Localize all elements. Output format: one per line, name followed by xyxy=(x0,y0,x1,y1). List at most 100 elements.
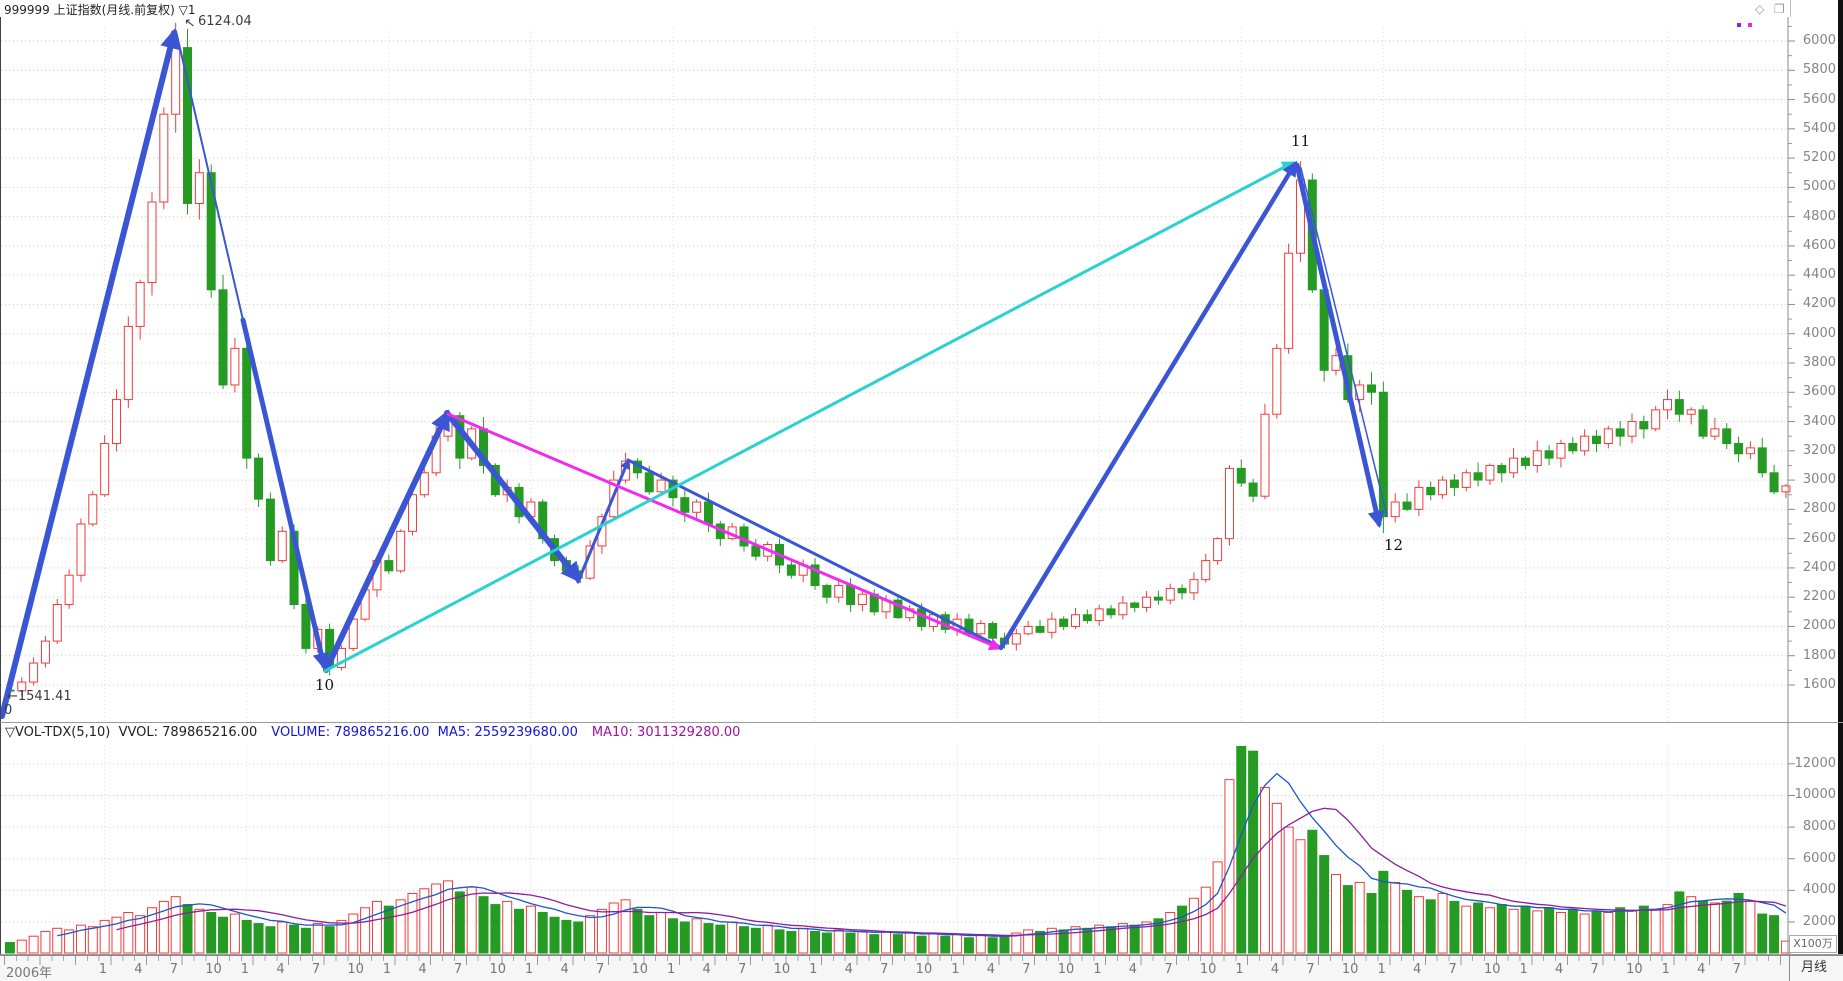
x-axis-month-label: 4 xyxy=(1412,962,1422,977)
x-axis-month-label: 10 xyxy=(489,962,506,977)
price-axis-label: 3400 xyxy=(1802,413,1836,429)
ma10-value: MA10: 3011329280.00 xyxy=(591,725,741,740)
x-axis-month-label: 4 xyxy=(702,962,711,977)
origin-label: 0 xyxy=(4,703,13,718)
x-axis-month-label: 1 xyxy=(667,962,676,977)
x-axis-month-label: 7 xyxy=(1448,962,1457,977)
trendline-blue[interactable] xyxy=(240,317,330,671)
x-axis-month-label: 4 xyxy=(844,962,853,977)
x-axis-month-label: 7 xyxy=(596,962,605,977)
trendline-blue[interactable] xyxy=(444,410,582,584)
x-axis-year-label: 2006年 xyxy=(6,966,53,981)
trendline-blue[interactable] xyxy=(323,409,450,673)
x-axis-month-label: 4 xyxy=(276,962,285,977)
x-axis-month-label: 4 xyxy=(1555,962,1564,977)
x-axis-month-label: 4 xyxy=(1697,962,1706,977)
trendline-blue[interactable] xyxy=(998,160,1298,651)
trendline-blue[interactable] xyxy=(0,28,181,719)
x-axis-month-label: 1 xyxy=(382,962,392,977)
x-axis-month-label: 1 xyxy=(1661,962,1670,977)
peak-price-label: 6124.04 xyxy=(198,14,252,29)
price-axis-label: 4200 xyxy=(1802,296,1836,312)
x-axis-month-label: 10 xyxy=(205,962,222,977)
x-axis-month-label: 7 xyxy=(1732,962,1741,977)
volume-indicator-header[interactable]: ▽VOL-TDX(5,10) VVOL: 789865216.00 VOLUME:… xyxy=(5,725,740,740)
volume-axis-label: 4000 xyxy=(1802,882,1836,898)
trendline-annotations[interactable] xyxy=(0,28,1388,719)
trendline-blue[interactable] xyxy=(576,458,630,584)
price-axis-label: 5200 xyxy=(1802,150,1836,166)
trendline-cyan[interactable] xyxy=(323,161,1295,673)
candlesticks xyxy=(5,22,1791,697)
right-edge-strip xyxy=(1838,0,1843,981)
x-axis-month-label: 1 xyxy=(98,962,107,977)
x-axis-month-label: 7 xyxy=(169,962,179,977)
x-axis-month-label: 10 xyxy=(1057,962,1075,977)
price-axis-label: 5000 xyxy=(1802,179,1836,195)
indicator-dot-magenta xyxy=(1748,23,1752,27)
x-axis-month-label: 4 xyxy=(418,962,427,977)
x-axis-month-label: 7 xyxy=(738,962,747,977)
price-axis-label: 2600 xyxy=(1802,530,1836,546)
price-axis-label: 3200 xyxy=(1802,442,1836,458)
price-axis-label: 3600 xyxy=(1802,384,1836,400)
price-axis-label: 2000 xyxy=(1802,618,1836,634)
diamond-icon[interactable]: ◇ xyxy=(1755,2,1765,16)
price-axis-label: 4400 xyxy=(1802,267,1836,283)
x-axis-month-label: 1 xyxy=(524,962,534,977)
x-axis-month-label: 1 xyxy=(1093,962,1102,977)
x-axis-month-label: 7 xyxy=(880,962,889,977)
volume-axis-label: 8000 xyxy=(1802,819,1836,835)
x-axis-month-label: 7 xyxy=(1022,962,1031,977)
trendline-blue[interactable] xyxy=(1294,162,1385,529)
price-axis-label: 2800 xyxy=(1802,501,1836,517)
x-axis-month-label: 1 xyxy=(951,962,960,977)
indicator-dot-purple xyxy=(1737,23,1741,27)
panel-divider-price-volume[interactable] xyxy=(0,722,1843,723)
price-axis-label: 2400 xyxy=(1802,559,1836,575)
x-axis-month-label: 7 xyxy=(1590,962,1599,977)
plot-left-border xyxy=(0,17,1,955)
volume-axis-label: 2000 xyxy=(1802,913,1836,929)
price-axis-label: 2200 xyxy=(1802,589,1836,605)
x-axis-month-label: 10 xyxy=(1626,962,1643,977)
x-axis-month-label: 1 xyxy=(1377,962,1386,977)
trendline-blue[interactable] xyxy=(175,30,244,321)
x-axis-month-label: 10 xyxy=(1484,962,1501,977)
trendline-magenta[interactable] xyxy=(446,412,1002,651)
volume-axis-label: 10000 xyxy=(1794,787,1836,803)
period-label[interactable]: 月线 xyxy=(1789,956,1838,981)
wave-label-12: 12 xyxy=(1384,536,1404,554)
price-axis-label: 1600 xyxy=(1802,676,1836,692)
x-axis-month-label: 1 xyxy=(1519,962,1528,977)
panel-divider-volume-axis xyxy=(0,954,1843,955)
x-axis-month-label: 7 xyxy=(453,962,463,977)
x-axis-month-label: 10 xyxy=(1341,962,1359,977)
price-axis-label: 3800 xyxy=(1802,354,1836,370)
x-axis-month-label: 4 xyxy=(1270,962,1280,977)
price-axis-label: 1800 xyxy=(1802,647,1836,663)
price-axis-label: 5400 xyxy=(1802,120,1836,136)
trendline-blue[interactable] xyxy=(1300,167,1388,517)
x-axis-month-label: 10 xyxy=(1199,962,1217,977)
start-low-price-label: ←1541.41 xyxy=(7,689,72,704)
x-axis-month-label: 1 xyxy=(240,962,250,977)
x-axis-month-label: 7 xyxy=(1164,962,1173,977)
x-axis-month-label: 4 xyxy=(986,962,995,977)
x-axis-month-label: 10 xyxy=(773,962,791,977)
x-axis-quarter-ticks xyxy=(4,956,1788,965)
restore-window-icon[interactable]: ❐ xyxy=(1774,2,1785,16)
gridlines xyxy=(1,28,1788,953)
x-axis-month-label: 1 xyxy=(809,962,818,977)
wave-label-10: 10 xyxy=(315,676,335,694)
price-axis-label: 5800 xyxy=(1802,62,1836,78)
x-axis-month-label: 4 xyxy=(1128,962,1138,977)
price-axis-label: 6000 xyxy=(1802,33,1836,48)
price-axis-label: 4600 xyxy=(1802,237,1836,253)
volume-ma5-values: VOLUME: 789865216.00 MA5: 2559239680.00 xyxy=(271,725,578,740)
trendline-blue[interactable] xyxy=(626,458,1002,649)
volume-axis-label: 6000 xyxy=(1802,850,1836,866)
volume-ma-lines xyxy=(57,772,1787,937)
